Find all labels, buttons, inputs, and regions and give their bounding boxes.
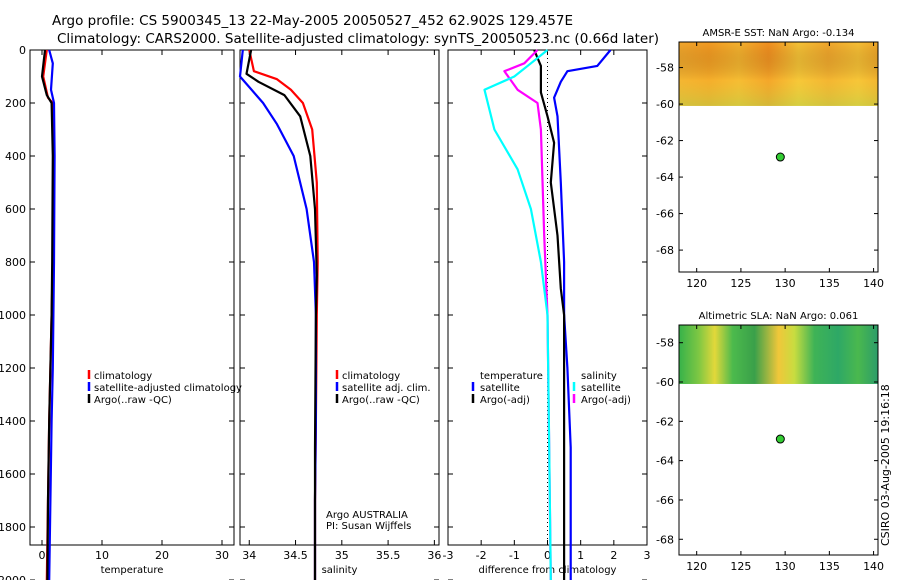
legend-label: Argo(..raw -QC) — [342, 395, 420, 406]
map-title: Altimetric SLA: NaN Argo: 0.061 — [699, 311, 859, 322]
y-tick-label: -64 — [656, 171, 674, 184]
y-tick-label: 600 — [5, 203, 26, 216]
legend-label: Argo(-adj) — [480, 395, 530, 406]
series-argo-raw-qc- — [245, 49, 318, 580]
y-tick-label: -60 — [656, 98, 674, 111]
y-tick-label: -58 — [656, 337, 674, 350]
y-tick-label: 0 — [19, 44, 26, 57]
legend-label: Argo(..raw -QC) — [94, 395, 172, 406]
x-tick-label: 125 — [730, 560, 751, 573]
x-tick-label: 35.5 — [376, 549, 401, 562]
x-tick-label: 120 — [686, 560, 707, 573]
series-temperature-satellite — [552, 49, 612, 580]
difference-panel: -3 -2 -1 0 1 2 3 difference from climatology tem… — [443, 49, 651, 580]
plot-frame — [29, 49, 235, 546]
sla-map-panel: Altimetric SLA: NaN Argo: 0.061 -58 -60 -62… — [656, 311, 884, 573]
y-tick-label: 2000 — [0, 574, 26, 580]
y-tick-label: -60 — [656, 376, 674, 389]
x-tick-label: 20 — [155, 549, 169, 562]
map-title: AMSR-E SST: NaN Argo: -0.134 — [702, 28, 854, 39]
salinity-panel: 34 34.5 35 35.5 36 salinity climatologysatelli… — [238, 49, 441, 580]
series-satellite-adjusted-climatology — [48, 49, 56, 580]
title-line-1: Argo profile: CS 5900345_13 22-May-2005 … — [52, 13, 573, 29]
x-tick-label: -1 — [509, 549, 520, 562]
legend-label: Argo(-adj) — [581, 395, 631, 406]
y-tick-label: -66 — [656, 494, 674, 507]
x-tick-label: 34 — [242, 549, 256, 562]
legend-label: satellite — [581, 383, 621, 394]
series-salinity-argo-adj- — [503, 49, 552, 580]
legend-label: salinity — [581, 371, 617, 382]
x-tick-label: -3 — [443, 549, 454, 562]
x-axis-label: temperature — [101, 565, 164, 576]
y-tick-label: 1200 — [0, 362, 26, 375]
float-position-marker — [775, 152, 785, 162]
y-tick-label: -62 — [656, 415, 674, 428]
y-tick-label: -68 — [656, 244, 674, 257]
legend-label: satellite-adjusted climatology — [94, 383, 242, 394]
series-argo-raw-qc- — [40, 49, 54, 580]
x-tick-label: 35 — [335, 549, 349, 562]
plot-frame — [239, 49, 440, 546]
series-temperature-argo-adj- — [533, 49, 566, 580]
x-tick-label: 130 — [775, 277, 796, 290]
x-tick-label: 10 — [95, 549, 109, 562]
legend-label: temperature — [480, 371, 543, 382]
sst-map-panel: AMSR-E SST: NaN Argo: -0.134 -58 -60 -62 -64… — [656, 28, 884, 290]
legend-label: climatology — [94, 371, 152, 382]
x-tick-label: -2 — [476, 549, 487, 562]
y-tick-label: -68 — [656, 533, 674, 546]
x-tick-label: 125 — [730, 277, 751, 290]
legend-label: satellite adj. clim. — [342, 383, 431, 394]
legend-label: climatology — [342, 371, 400, 382]
y-tick-label: 1800 — [0, 521, 26, 534]
y-tick-label: 400 — [5, 150, 26, 163]
map-frame — [678, 41, 879, 273]
series-climatology — [248, 49, 319, 580]
y-tick-label: -58 — [656, 62, 674, 75]
map-frame — [678, 324, 879, 556]
x-tick-label: 34.5 — [283, 549, 308, 562]
x-tick-label: 30 — [215, 549, 229, 562]
x-tick-label: 0 — [39, 549, 46, 562]
y-tick-label: 1400 — [0, 415, 26, 428]
x-tick-label: 130 — [775, 560, 796, 573]
float-position-marker — [775, 434, 785, 444]
title-line-2: Climatology: CARS2000. Satellite-adjuste… — [57, 31, 660, 47]
side-timestamp-label: CSIRO 03-Aug-2005 19:16:18 — [879, 384, 892, 546]
x-tick-label: 140 — [863, 277, 884, 290]
y-tick-label: 1600 — [0, 468, 26, 481]
y-tick-label: 200 — [5, 97, 26, 110]
x-tick-label: 135 — [819, 277, 840, 290]
y-tick-label: -62 — [656, 135, 674, 148]
y-tick-label: -64 — [656, 455, 674, 468]
y-tick-label: -66 — [656, 208, 674, 221]
x-tick-label: 2 — [610, 549, 617, 562]
pi-annotation: Argo AUSTRALIA — [326, 510, 408, 521]
x-tick-label: 135 — [819, 560, 840, 573]
legend-label: satellite — [480, 383, 520, 394]
x-axis-label: salinity — [322, 565, 358, 576]
y-tick-label: 1000 — [0, 309, 26, 322]
x-tick-label: 36 — [427, 549, 441, 562]
temperature-panel: 0 200 400 600 800 1000 1200 1400 1600 1800 2000 0 10… — [0, 44, 242, 580]
x-tick-label: 1 — [577, 549, 584, 562]
field-coverage — [679, 325, 878, 384]
x-axis-label: difference from climatology — [479, 565, 617, 576]
field-coverage-shade — [679, 42, 878, 106]
x-tick-label: 3 — [644, 549, 651, 562]
series-salinity-satellite — [483, 49, 552, 580]
pi-annotation: PI: Susan Wijffels — [326, 521, 411, 532]
x-tick-label: 0 — [544, 549, 551, 562]
y-tick-label: 800 — [5, 256, 26, 269]
x-tick-label: 140 — [863, 560, 884, 573]
x-tick-label: 120 — [686, 277, 707, 290]
